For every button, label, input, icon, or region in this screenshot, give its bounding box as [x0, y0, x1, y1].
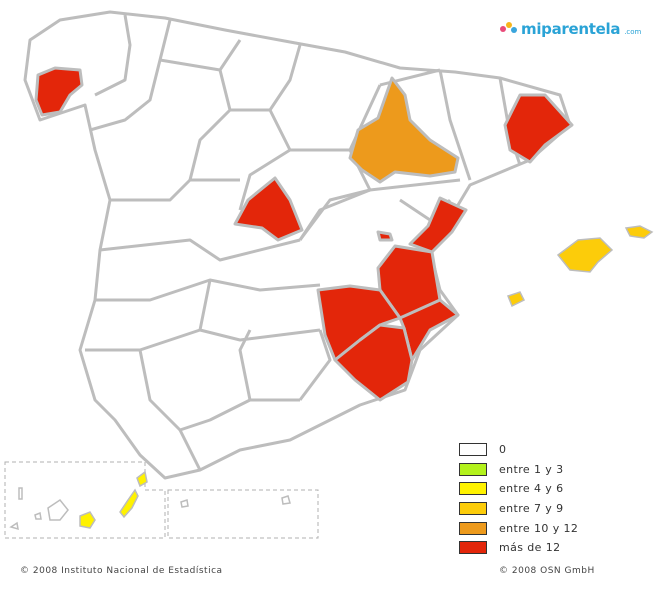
province-valencia-fragment	[376, 230, 394, 242]
island-el-hierro	[9, 521, 19, 531]
legend-swatch	[459, 521, 487, 535]
province-border	[230, 44, 302, 112]
province-border	[238, 329, 252, 401]
legend-swatch	[459, 443, 487, 457]
legend-label: más de 12	[499, 541, 561, 555]
island-lanzarote	[136, 470, 148, 488]
province-border	[238, 109, 292, 211]
legend-label: 0	[499, 443, 507, 457]
island-la-palma	[18, 487, 23, 500]
legend-item: 0	[459, 440, 578, 460]
miparentela-logo: miparentela .com	[500, 20, 641, 38]
province-zaragoza	[348, 76, 460, 184]
map-legend: 0 entre 1 y 3 entre 4 y 6 entre 7 y 9 entre …	[459, 440, 578, 558]
legend-swatch	[459, 462, 487, 476]
legend-swatch	[459, 482, 487, 496]
province-border	[178, 429, 202, 471]
legend-swatch	[459, 541, 487, 555]
island-fuerteventura	[119, 488, 139, 519]
province-border	[298, 178, 461, 241]
people-icon	[500, 22, 518, 36]
province-murcia	[333, 323, 414, 402]
island-mallorca	[556, 237, 614, 273]
legend-item: entre 4 y 6	[459, 479, 578, 499]
ceuta	[180, 499, 189, 508]
logo-suffix: .com	[624, 28, 642, 36]
province-border	[94, 14, 132, 97]
footer-copyright-ine: © 2008 Instituto Nacional de Estadística	[20, 566, 223, 576]
legend-item: entre 10 y 12	[459, 518, 578, 538]
footer-copyright-osn: © 2008 OSN GmbH	[499, 566, 595, 576]
island-menorca	[624, 225, 654, 239]
island-la-gomera	[34, 511, 42, 520]
province-barcelona	[503, 93, 574, 164]
island-gran-canaria	[79, 511, 96, 529]
legend-swatch	[459, 502, 487, 516]
legend-label: entre 1 y 3	[499, 462, 564, 476]
province-pontevedra	[34, 66, 84, 117]
province-border	[89, 19, 172, 132]
province-border	[298, 329, 332, 401]
province-border	[188, 69, 232, 181]
island-ibiza	[507, 291, 526, 308]
legend-label: entre 10 y 12	[499, 521, 579, 535]
legend-item: más de 12	[459, 538, 578, 558]
legend-item: entre 7 y 9	[459, 499, 578, 519]
logo-text: miparentela	[521, 20, 621, 38]
legend-label: entre 4 y 6	[499, 482, 564, 496]
province-border	[138, 349, 300, 432]
legend-item: entre 1 y 3	[459, 460, 578, 480]
canary-inset-box	[4, 461, 166, 539]
ceuta-melilla-inset-box	[167, 489, 319, 539]
island-tenerife	[47, 498, 69, 521]
province-border	[99, 238, 301, 262]
province-border	[438, 69, 472, 181]
province-border	[110, 178, 240, 202]
legend-label: entre 7 y 9	[499, 502, 564, 516]
province-madrid	[233, 176, 304, 242]
melilla	[281, 495, 291, 505]
mainland-spain	[23, 10, 572, 480]
province-border	[198, 279, 321, 342]
